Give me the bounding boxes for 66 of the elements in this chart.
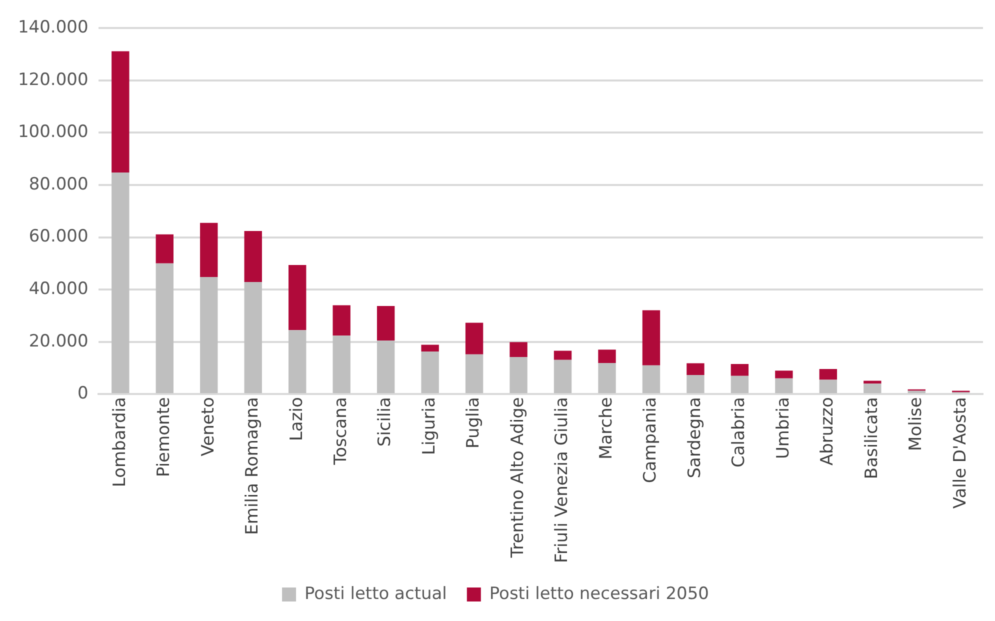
x-tick-label: Lazio [286,397,307,442]
bar [510,342,528,358]
y-tick-label: 120.000 [18,70,88,90]
bar [156,234,174,264]
bar [775,370,793,378]
x-tick-label: Lombardia [110,397,130,488]
bar [730,376,749,394]
x-tick-label: Trentino Alto Adige [508,397,528,559]
x-tick-label: Marche [596,397,616,460]
bar [819,369,838,380]
bar [332,336,350,394]
bar [421,344,439,352]
bar [686,375,704,394]
bar [864,384,882,394]
x-tick-label: Sicilia [375,397,396,447]
x-tick-label: Calabria [729,397,750,468]
y-tick-label: 100.000 [18,122,88,142]
x-tick-label: Sardegna [684,397,705,478]
bar [332,305,350,336]
bar [908,390,926,394]
bar [642,310,660,366]
bar [421,352,439,394]
bar [288,265,306,330]
y-tick-label: 40.000 [28,278,88,299]
bar [112,172,130,394]
bar [819,380,838,394]
x-tick-label: Friuli Venezia Giulia [552,397,572,564]
bar [288,330,306,394]
bar [510,357,528,394]
bar [775,378,793,394]
bar [376,306,395,341]
x-tick-label: Campania [640,397,661,484]
x-tick-label: Umbria [773,397,794,460]
bar [200,222,218,278]
bar [554,350,572,360]
legend-label: Posti letto necessari 2050 [489,584,709,604]
bar [376,340,395,394]
x-tick-label: Valle D'Aosta [950,397,970,509]
bar [465,354,484,394]
x-tick-label: Molise [906,397,926,451]
y-tick-label: 0 [77,384,88,404]
bar [200,277,218,394]
x-tick-label: Piemonte [154,397,174,478]
x-tick-label: Basilicata [862,397,882,480]
bar [156,263,174,394]
bar [244,231,262,282]
bar [112,51,130,172]
x-tick-label: Veneto [198,397,218,456]
x-tick-label: Abruzzo [818,397,838,466]
y-tick-label: 80.000 [28,174,88,194]
y-tick-label: 140.000 [18,18,88,38]
bar [244,282,262,394]
bar [598,350,616,364]
y-tick-label: 60.000 [28,226,88,247]
x-tick-label: Puglia [464,397,484,449]
bar [598,363,616,394]
legend-label: Posti letto actual [304,584,447,604]
bar [465,322,484,354]
bar [642,365,660,394]
x-tick-label: Toscana [331,397,352,466]
bar [554,360,572,394]
x-tick-label: Liguria [419,397,440,456]
bar [686,363,704,376]
x-tick-label: Emilia Romagna [242,397,263,535]
y-tick-label: 20.000 [28,331,88,352]
bar [730,364,749,376]
